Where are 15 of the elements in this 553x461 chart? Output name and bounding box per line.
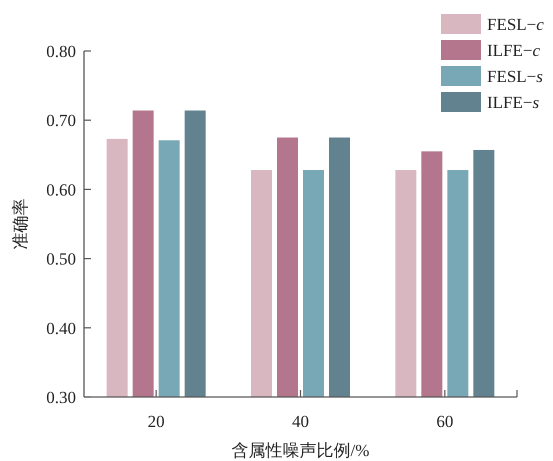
y-tick-label: 0.30 [46, 388, 76, 407]
legend-label: ILFE−c [487, 41, 540, 60]
y-tick-label: 0.50 [46, 250, 76, 269]
y-tick-label: 0.40 [46, 318, 76, 338]
x-tick-label: 20 [148, 412, 165, 431]
x-tick-label: 60 [436, 412, 454, 431]
legend-label: FESL−s [487, 67, 544, 86]
x-axis-title: 含属性噪声比例/% [232, 441, 370, 460]
y-tick-label: 0.80 [46, 42, 76, 61]
y-tick-label: 0.70 [46, 111, 76, 130]
y-tick-label: 0.60 [46, 180, 76, 200]
x-tick-label: 40 [292, 412, 309, 431]
legend-label: FESL−c [487, 15, 544, 34]
y-axis-title: 准确率 [11, 198, 30, 250]
legend-label: ILFE−s [487, 93, 540, 112]
